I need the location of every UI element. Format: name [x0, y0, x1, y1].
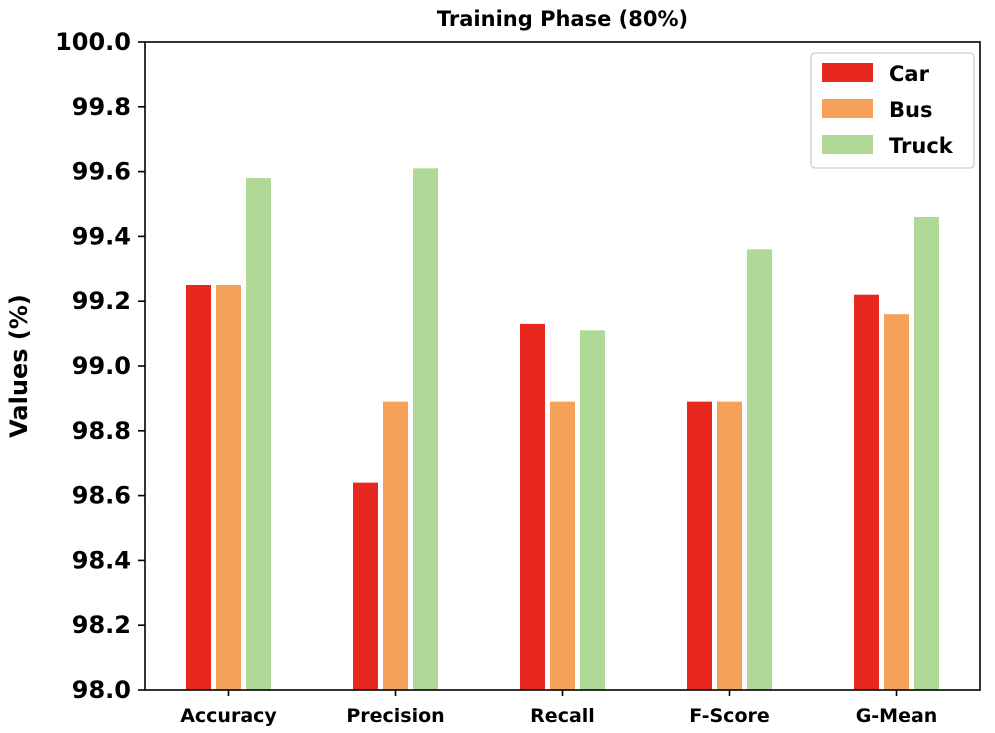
- y-tick-label: 98.6: [72, 482, 131, 510]
- x-axis-ticks: Accuracy Precision Recall F-Score G-Mean: [180, 690, 937, 727]
- x-tick-label: F-Score: [689, 705, 770, 727]
- x-tick-label: Precision: [346, 705, 444, 727]
- bar-car-f-score: [687, 401, 712, 690]
- bar-truck-g-mean: [914, 216, 939, 690]
- y-tick-label: 99.8: [72, 93, 131, 121]
- bar-bus-precision: [383, 401, 408, 690]
- y-tick-label: 98.4: [72, 546, 131, 574]
- x-tick-label: G-Mean: [856, 705, 938, 727]
- y-tick-label: 99.2: [72, 287, 131, 315]
- bars-group: [186, 168, 939, 691]
- bar-truck-recall: [580, 330, 605, 690]
- x-tick-label: Recall: [530, 705, 595, 727]
- bar-truck-precision: [413, 168, 438, 691]
- bar-truck-accuracy: [246, 178, 271, 690]
- legend-swatch-truck: [822, 135, 873, 154]
- y-axis-label: Values (%): [5, 294, 33, 438]
- legend-label-car: Car: [889, 62, 930, 86]
- bar-bus-accuracy: [216, 285, 241, 690]
- y-tick-label: 98.0: [72, 676, 131, 704]
- legend-swatch-bus: [822, 99, 873, 118]
- bar-car-accuracy: [186, 285, 211, 690]
- bar-bus-g-mean: [884, 314, 909, 690]
- y-tick-label: 100.0: [55, 28, 131, 56]
- bar-car-g-mean: [854, 294, 879, 690]
- bar-truck-f-score: [747, 249, 772, 691]
- y-tick-label: 99.4: [72, 222, 131, 250]
- legend-swatch-car: [822, 63, 873, 82]
- bar-car-precision: [353, 482, 378, 690]
- y-tick-label: 99.6: [72, 158, 131, 186]
- bar-bus-recall: [550, 401, 575, 690]
- legend-label-truck: Truck: [889, 134, 954, 158]
- y-tick-label: 98.8: [72, 417, 131, 445]
- y-tick-label: 98.2: [72, 611, 131, 639]
- bar-car-recall: [520, 323, 545, 690]
- bar-bus-f-score: [717, 401, 742, 690]
- legend-label-bus: Bus: [889, 98, 932, 122]
- y-axis-ticks: 98.0 98.2 98.4 98.6 98.8 99.0 99.2 99.4 99.6 99.8…: [55, 28, 145, 704]
- legend: Car Bus Truck: [810, 52, 975, 169]
- x-tick-label: Accuracy: [180, 705, 277, 727]
- y-tick-label: 99.0: [72, 352, 131, 380]
- chart-title: Training Phase (80%): [437, 7, 688, 31]
